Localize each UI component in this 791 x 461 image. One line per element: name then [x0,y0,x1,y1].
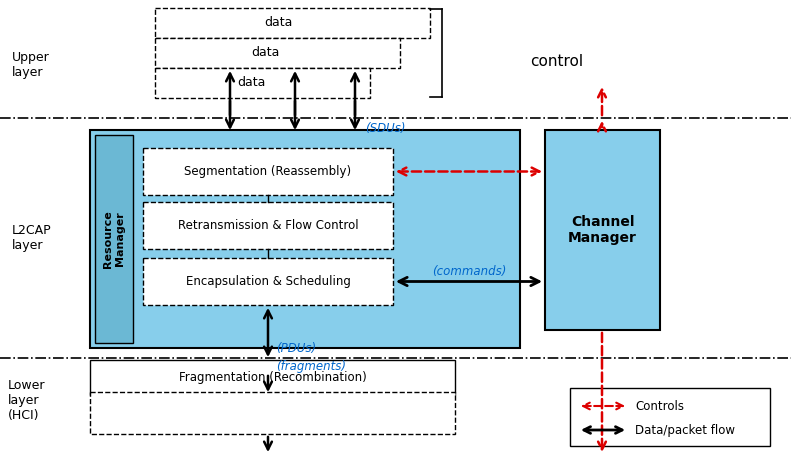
Text: data: data [264,17,293,30]
Bar [143,202,393,249]
Bar [545,130,660,330]
Text: data: data [251,47,279,59]
Text: L2CAP
layer: L2CAP layer [12,224,51,252]
Text: Channel
Manager: Channel Manager [568,215,637,245]
Text: (commands): (commands) [432,265,506,278]
Text: (PDUs): (PDUs) [276,342,316,355]
Bar [90,392,455,434]
Bar [90,360,455,395]
Text: Encapsulation & Scheduling: Encapsulation & Scheduling [186,275,350,288]
Text: Data/packet flow: Data/packet flow [635,424,735,437]
Bar [570,388,770,446]
Text: control: control [530,54,583,70]
Bar [155,68,370,98]
Bar [143,148,393,195]
Text: Fragmentation (Recombination): Fragmentation (Recombination) [179,371,366,384]
Text: (SDUs): (SDUs) [365,122,406,135]
Text: Lower
layer
(HCI): Lower layer (HCI) [8,378,46,421]
Text: (fragments): (fragments) [276,360,346,372]
Bar [155,38,400,68]
Bar [90,130,520,348]
Text: Resource
Manager: Resource Manager [103,210,125,268]
Text: Controls: Controls [635,400,684,413]
Bar [95,135,133,343]
Bar [143,258,393,305]
Text: Segmentation (Reassembly): Segmentation (Reassembly) [184,165,351,178]
Bar [155,8,430,38]
Text: Upper
layer: Upper layer [12,51,50,79]
Text: Retransmission & Flow Control: Retransmission & Flow Control [178,219,358,232]
Text: data: data [237,77,266,89]
